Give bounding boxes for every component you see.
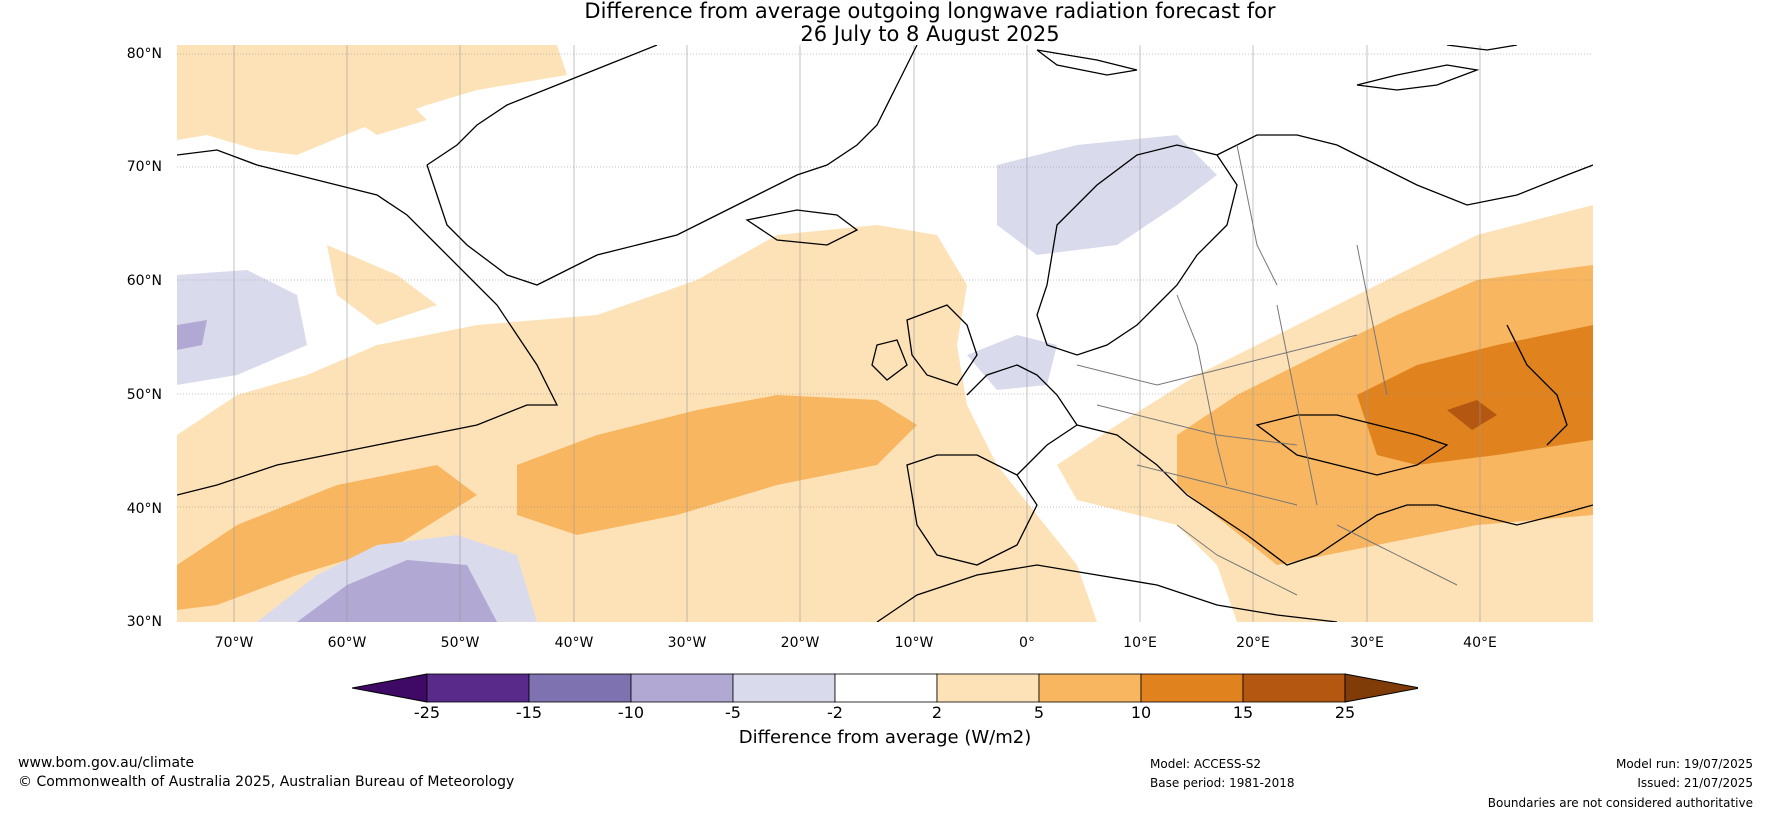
colorbar-tick-label: -25 (413, 703, 441, 722)
lat-label-70n: 70°N (126, 159, 162, 175)
chart-title: Difference from average outgoing longwav… (0, 0, 1770, 46)
map-graticule (177, 53, 1593, 508)
model-name: Model: ACCESS-S2 (1150, 757, 1262, 771)
colorbar-tick-label: 15 (1232, 703, 1254, 722)
colorbar-extension-low (352, 673, 428, 703)
colorbar-segment (1140, 673, 1244, 703)
anomaly-fill-dark-orange (1357, 325, 1593, 465)
lon-label-0: 0° (1019, 635, 1035, 651)
lon-label-30w: 30°W (667, 635, 707, 651)
colorbar (352, 673, 1418, 703)
coastlines (177, 45, 1593, 622)
colorbar-tick-label: 10 (1130, 703, 1152, 722)
colorbar-extension-high (1344, 673, 1418, 703)
model-run-date: Model run: 19/07/2025 (1615, 757, 1753, 771)
lon-label-30e: 30°E (1350, 635, 1384, 651)
lon-label-40w: 40°W (554, 635, 594, 651)
issued-date: Issued: 21/07/2025 (1637, 776, 1753, 790)
colorbar-segment (528, 673, 632, 703)
lon-label-70w: 70°W (214, 635, 254, 651)
colorbar-segment (1038, 673, 1142, 703)
lat-label-50n: 50°N (126, 387, 162, 403)
country-borders (1076, 144, 1458, 596)
colorbar-segment (1242, 673, 1346, 703)
anomaly-map (177, 45, 1593, 622)
lon-label-10w: 10°W (894, 635, 934, 651)
colorbar-tick-label: 5 (1033, 703, 1045, 722)
lon-label-50w: 50°W (440, 635, 480, 651)
base-period: Base period: 1981-2018 (1150, 776, 1295, 790)
colorbar-segment (732, 673, 836, 703)
lon-label-10e: 10°E (1123, 635, 1157, 651)
website-link[interactable]: www.bom.gov.au/climate (18, 755, 195, 771)
boundaries-disclaimer: Boundaries are not considered authoritat… (1487, 796, 1753, 810)
colorbar-tick-label: -5 (725, 703, 741, 722)
colorbar-segment (426, 673, 530, 703)
lon-label-60w: 60°W (327, 635, 367, 651)
map-canvas (177, 45, 1593, 622)
colorbar-segment (630, 673, 734, 703)
title-line-1: Difference from average outgoing longwav… (584, 0, 1276, 23)
lon-label-40e: 40°E (1463, 635, 1497, 651)
colorbar-tick-label: 2 (931, 703, 943, 722)
colorbar-tick-label: -2 (827, 703, 843, 722)
lat-label-60n: 60°N (126, 273, 162, 289)
lat-label-30n: 30°N (126, 614, 162, 630)
lat-label-80n: 80°N (126, 46, 162, 62)
colorbar-tick-label: -15 (515, 703, 543, 722)
lon-label-20w: 20°W (780, 635, 820, 651)
lat-label-40n: 40°N (126, 501, 162, 517)
map-meridians (233, 45, 1481, 622)
anomaly-fill-brown (1447, 400, 1497, 430)
colorbar-title: Difference from average (W/m2) (738, 727, 1032, 748)
colorbar-segment (936, 673, 1040, 703)
copyright-text: © Commonwealth of Australia 2025, Austra… (18, 774, 515, 790)
colorbar-tick-label: -10 (617, 703, 645, 722)
colorbar-segment (834, 673, 938, 703)
lon-label-20e: 20°E (1236, 635, 1270, 651)
title-line-2: 26 July to 8 August 2025 (800, 22, 1060, 46)
colorbar-tick-label: 25 (1334, 703, 1356, 722)
